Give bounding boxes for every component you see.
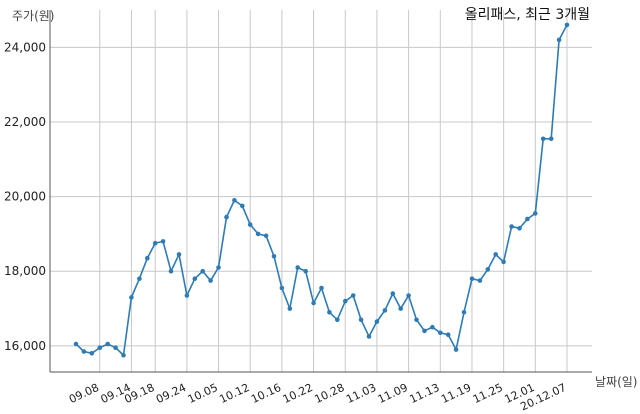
data-point — [216, 265, 221, 270]
x-tick-label: 10.22 — [281, 381, 315, 406]
data-point — [366, 334, 372, 339]
data-point — [184, 293, 190, 298]
data-point — [493, 252, 499, 257]
y-tick-label: 24,000 — [4, 40, 46, 54]
data-point — [430, 324, 435, 330]
y-tick-label: 22,000 — [4, 115, 46, 129]
data-point — [145, 255, 150, 261]
data-point — [327, 310, 332, 315]
data-point — [453, 347, 459, 352]
data-point — [438, 330, 443, 336]
data-point — [303, 268, 309, 274]
data-point — [406, 293, 411, 298]
data-point — [240, 203, 245, 209]
data-point — [445, 332, 451, 338]
data-point — [525, 216, 530, 222]
data-point — [160, 239, 166, 244]
data-point — [97, 345, 103, 351]
data-point — [390, 291, 396, 296]
data-point — [343, 298, 348, 304]
grid-lines — [50, 10, 592, 372]
data-point — [121, 352, 126, 358]
data-point — [422, 328, 427, 334]
data-point — [73, 341, 79, 347]
data-point — [200, 268, 205, 274]
y-tick-label: 18,000 — [4, 264, 46, 278]
data-point — [540, 136, 546, 142]
data-point — [247, 222, 253, 227]
x-tick-label: 10.12 — [217, 381, 251, 406]
y-axis-ticks: 16,000 18,000 20,000 22,000 24,000 — [4, 40, 46, 353]
data-point — [105, 341, 110, 347]
data-point — [311, 300, 316, 306]
data-point — [556, 37, 562, 43]
x-tick-label: 11.19 — [439, 381, 473, 406]
y-axis-label: 주가(원) — [12, 9, 54, 23]
data-point — [263, 233, 269, 239]
data-point — [477, 278, 483, 283]
data-point — [137, 276, 142, 282]
data-point — [319, 285, 324, 291]
data-point — [89, 351, 95, 356]
y-tick-label: 16,000 — [4, 339, 46, 353]
data-point — [461, 310, 467, 315]
x-tick-label: 10.28 — [312, 381, 346, 406]
data-point — [192, 276, 198, 282]
x-tick-label: 11.25 — [471, 381, 505, 406]
x-tick-label: 11.13 — [408, 381, 442, 406]
x-tick-label: 10.16 — [249, 381, 283, 406]
data-point — [295, 265, 301, 270]
data-point — [287, 306, 293, 311]
data-point — [501, 259, 506, 265]
x-tick-label: 11.03 — [344, 381, 378, 406]
data-point — [168, 268, 174, 274]
data-point — [350, 293, 356, 298]
x-axis-label: 날짜(일) — [595, 375, 637, 389]
price-points — [73, 22, 570, 358]
data-point — [469, 276, 475, 282]
data-point — [374, 319, 380, 324]
data-point — [152, 240, 158, 246]
data-point — [548, 136, 554, 142]
x-tick-label: 10.05 — [186, 381, 220, 406]
data-point — [129, 295, 134, 300]
data-point — [81, 349, 87, 354]
data-point — [533, 211, 538, 216]
data-point — [485, 267, 491, 272]
data-point — [271, 253, 277, 259]
x-tick-label: 09.08 — [67, 381, 101, 406]
axes — [49, 10, 592, 373]
data-point — [224, 214, 229, 220]
data-point — [398, 306, 404, 311]
data-point — [358, 317, 364, 323]
price-line — [75, 24, 568, 357]
data-point — [255, 231, 261, 237]
data-point — [382, 308, 388, 313]
x-tick-label: 09.24 — [154, 381, 188, 406]
data-point — [564, 22, 570, 28]
data-point — [232, 198, 237, 203]
x-axis-ticks: 09.0809.1409.1809.2410.0510.1210.1610.22… — [67, 381, 568, 413]
data-point — [517, 226, 522, 231]
y-tick-label: 20,000 — [4, 190, 46, 204]
data-point — [414, 317, 419, 323]
data-point — [335, 317, 340, 323]
data-point — [208, 278, 213, 283]
x-tick-label: 11.09 — [376, 381, 410, 406]
data-point — [279, 285, 285, 291]
data-point — [113, 345, 118, 351]
chart-title: 올리패스, 최근 3개월 — [465, 7, 590, 23]
data-point — [176, 252, 182, 257]
data-point — [509, 224, 514, 229]
